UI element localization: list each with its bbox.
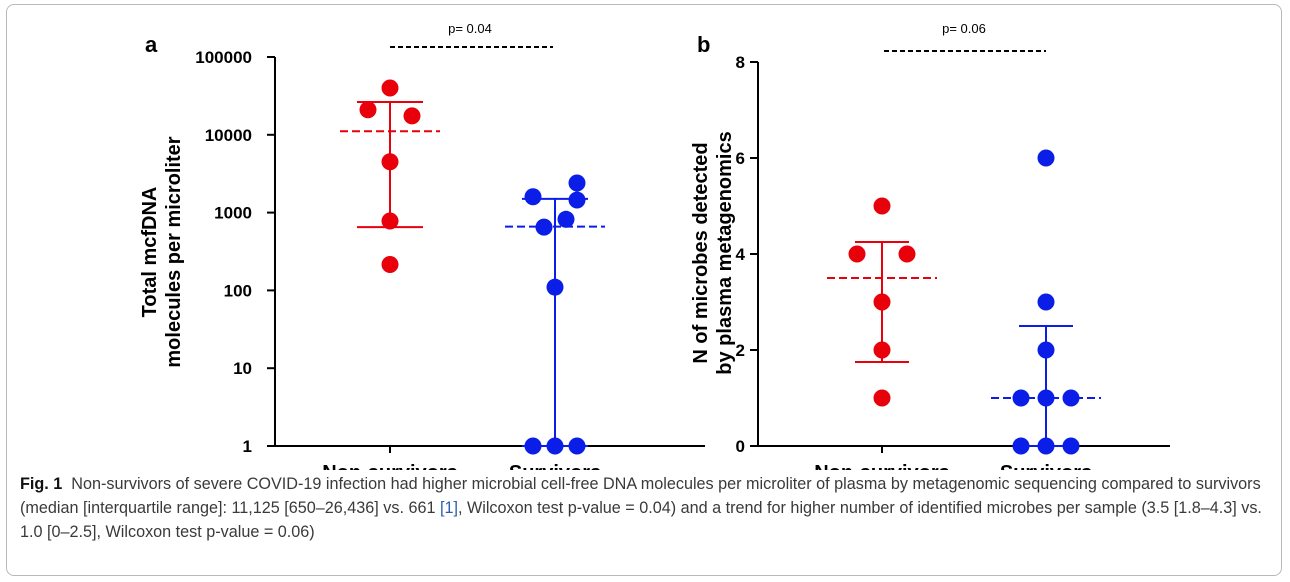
figure-caption: Fig. 1 Non-survivors of severe COVID-19 … [20, 472, 1270, 544]
y-axis-title: molecules per microliter [163, 136, 185, 367]
data-point [546, 278, 564, 296]
data-point [873, 293, 891, 311]
data-point [568, 437, 586, 455]
data-point [381, 212, 399, 230]
data-point [359, 101, 377, 119]
data-point [546, 437, 564, 455]
data-point [568, 174, 586, 192]
data-point [848, 245, 866, 263]
data-point [524, 188, 542, 206]
data-point [1037, 341, 1055, 359]
y-axis-title: by plasma metagenomics [714, 131, 736, 374]
data-point [1037, 437, 1055, 455]
data-point [568, 191, 586, 209]
p-value-label: p= 0.04 [448, 21, 492, 36]
x-tick-label: Survivors [509, 462, 601, 470]
data-point [1012, 437, 1030, 455]
data-point [524, 437, 542, 455]
y-tick-label: 2 [736, 341, 745, 360]
x-tick-label: Survivors [1000, 462, 1092, 470]
x-tick-label: Non-survivors [322, 462, 458, 470]
panel-a: 1 10 100 1000 10000 100000 Non-survivors Surviv… [139, 21, 705, 470]
data-point [403, 107, 421, 125]
data-point [1012, 389, 1030, 407]
data-point [1037, 293, 1055, 311]
data-point [873, 389, 891, 407]
y-tick-label: 100 [224, 281, 252, 300]
data-point [1062, 389, 1080, 407]
caption-text-2: , Wilcoxon test p-value = 0.04) and a tr… [20, 499, 1262, 541]
figure-svg: 1 10 100 1000 10000 100000 Non-survivors Surviv… [139, 21, 1170, 470]
y-tick-label: 1000 [214, 204, 252, 223]
data-point [898, 245, 916, 263]
y-tick-label: 4 [736, 245, 746, 264]
data-point [1037, 149, 1055, 167]
panel-label: a [145, 32, 158, 57]
data-point [381, 153, 399, 171]
data-point [381, 256, 399, 274]
y-axis-title: Total mcfDNA [139, 187, 161, 318]
figure-frame [6, 4, 1282, 576]
y-tick-label: 6 [736, 149, 745, 168]
data-point [1037, 389, 1055, 407]
y-tick-label: 1 [243, 437, 252, 456]
y-tick-label: 100000 [195, 48, 252, 67]
caption-text-1: Non-survivors of severe COVID-19 infecti… [20, 475, 1261, 517]
data-point [557, 210, 575, 228]
p-value-label: p= 0.06 [942, 21, 986, 36]
data-point [535, 218, 553, 236]
caption-reference-link[interactable]: [1] [439, 499, 458, 517]
data-point [381, 79, 399, 97]
caption-label: Fig. 1 [20, 475, 63, 493]
data-point [1062, 437, 1080, 455]
y-tick-label: 10 [233, 359, 252, 378]
data-point [873, 341, 891, 359]
x-tick-label: Non-survivors [814, 462, 950, 470]
y-axis-title: N of microbes detected [690, 142, 712, 363]
y-tick-label: 0 [736, 437, 745, 456]
panel-b: 0 2 4 6 8 Non-survivors Survivors N of microbes… [690, 21, 1170, 470]
y-tick-label: 10000 [205, 126, 252, 145]
data-point [873, 197, 891, 215]
panel-label: b [697, 32, 710, 57]
y-tick-label: 8 [736, 53, 745, 72]
